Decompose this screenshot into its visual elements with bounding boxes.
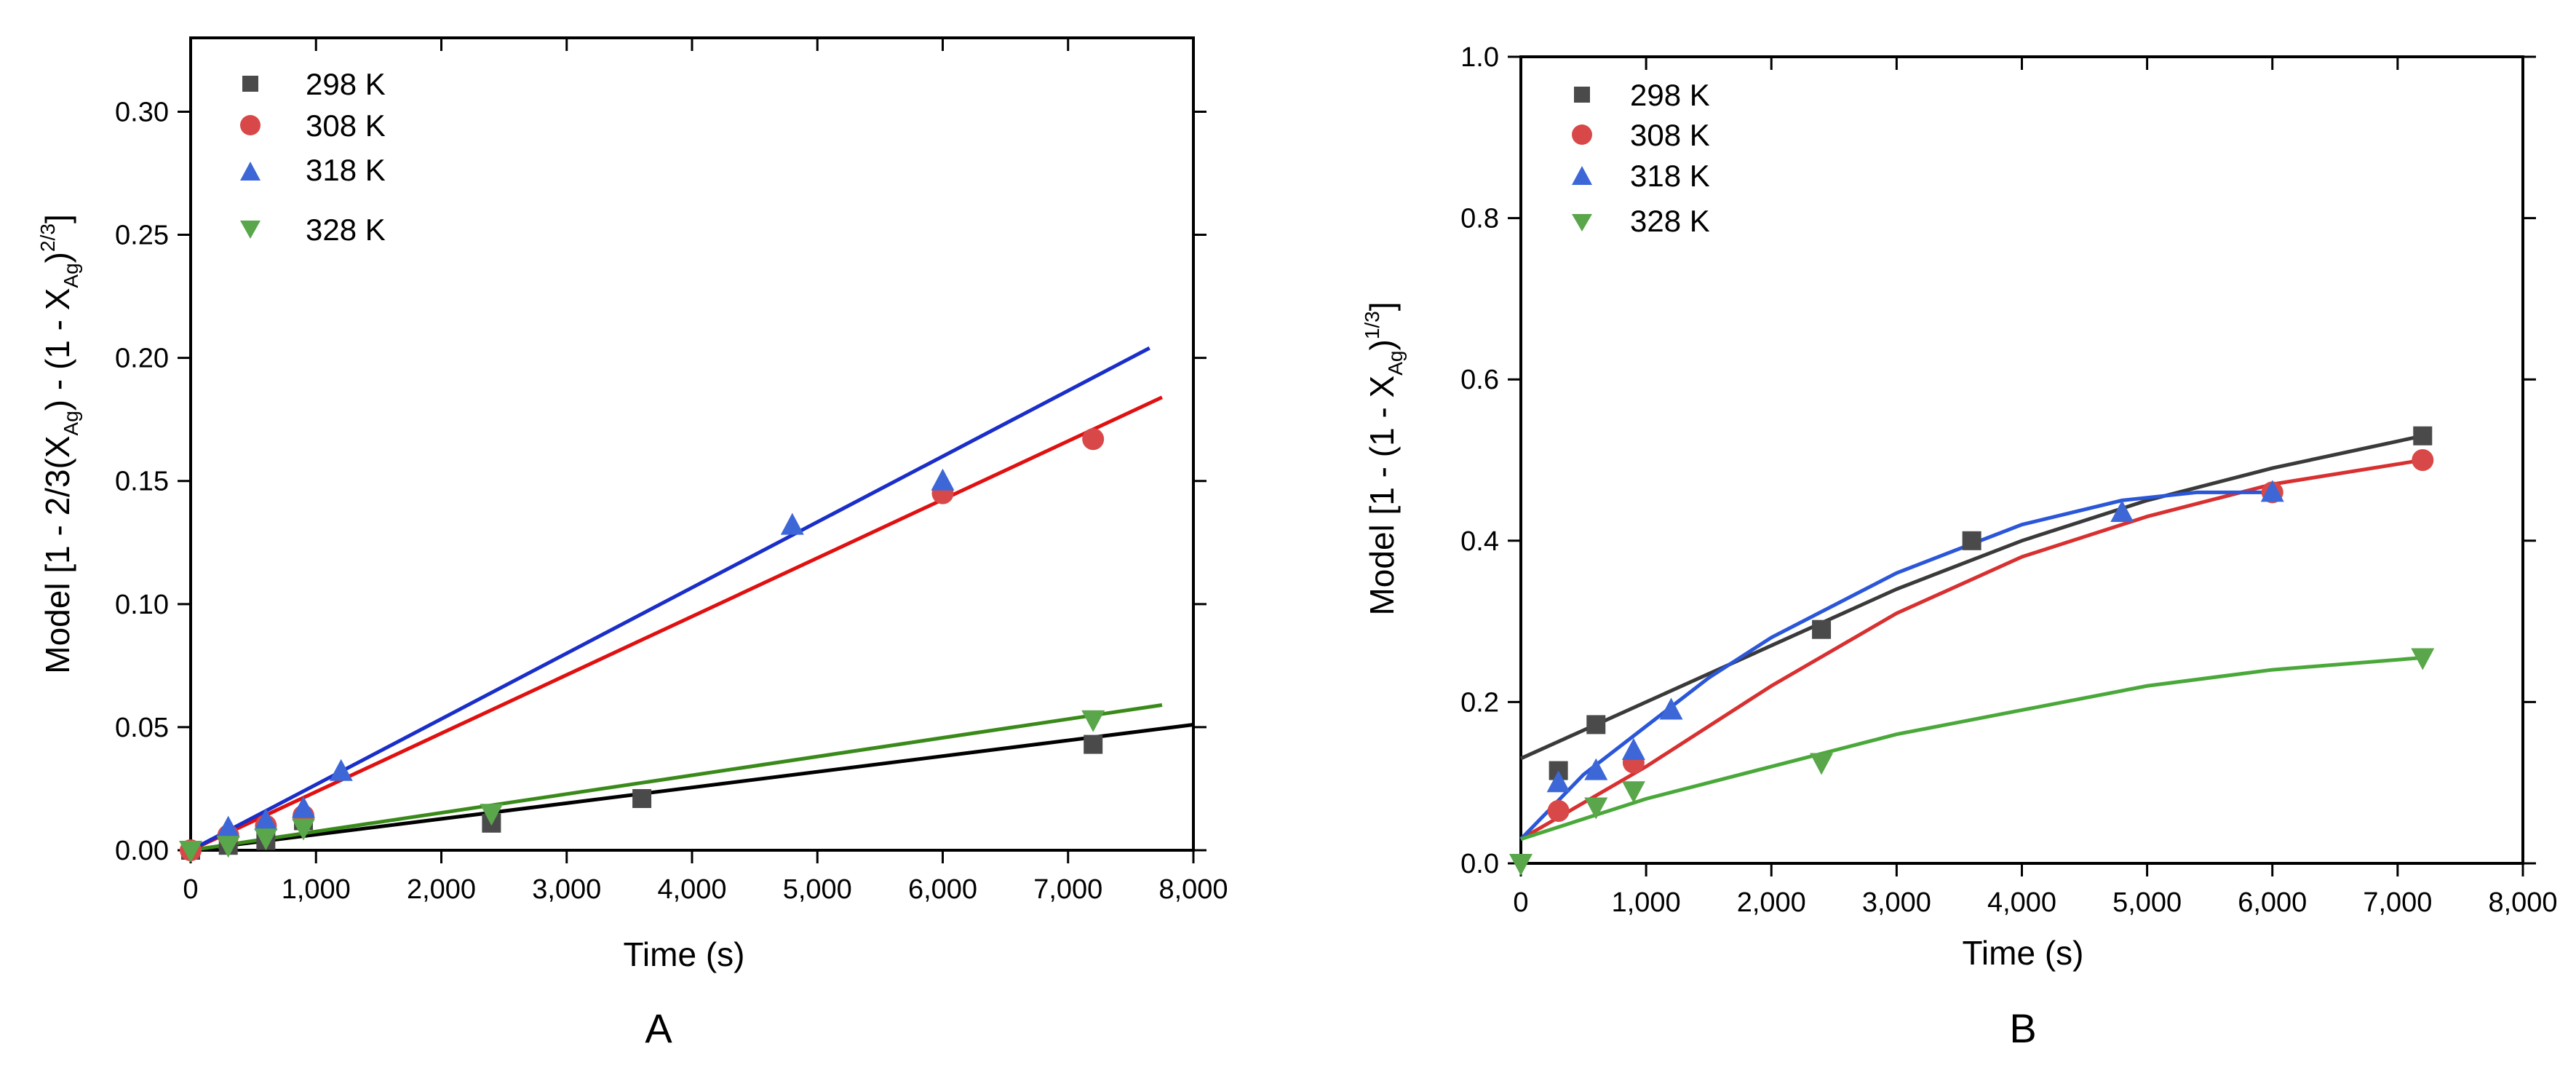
x-tick-label: 5,000 [2112, 887, 2182, 918]
x-tick-label: 0 [1513, 887, 1528, 918]
x-tick-label: 8,000 [1158, 874, 1228, 905]
x-tick-label: 4,000 [657, 874, 726, 905]
data-point-318k [329, 759, 353, 781]
x-tick-label: 2,000 [1737, 887, 1806, 918]
legend-marker-298k [242, 76, 258, 92]
fit-line-328k [190, 703, 1163, 852]
data-point-328k [2411, 648, 2435, 670]
fit-line-318k [189, 346, 1150, 852]
data-point-318k [1546, 770, 1570, 793]
y-tick-label: 0.6 [1460, 365, 1499, 395]
legend-label-308k: 308 K [1630, 118, 1710, 152]
legend-label-298k: 298 K [1630, 78, 1710, 112]
data-point-308k [1082, 428, 1105, 451]
data-point-328k [1621, 781, 1645, 804]
x-tick-label: 5,000 [783, 874, 852, 905]
legend-marker-318k [240, 162, 261, 181]
y-tick-label: 0.25 [115, 221, 169, 251]
data-point-328k [216, 836, 240, 858]
legend-marker-318k [1572, 166, 1592, 185]
legend-label-318k: 318 K [306, 153, 386, 187]
data-point-318k [1621, 737, 1645, 760]
y-tick-label: 0.0 [1460, 849, 1499, 879]
x-tick-label: 4,000 [1987, 887, 2056, 918]
legend-label-318k: 318 K [1630, 159, 1710, 193]
fit-line-308k [189, 395, 1163, 852]
y-tick-label: 0.00 [115, 836, 169, 866]
data-point-328k [254, 828, 278, 851]
chart-panel-a: 0 1,000 2,000 3,000 4,000 5,000 6,000 7,000 8,00… [36, 36, 1228, 1051]
data-point-318k [780, 512, 804, 535]
x-tick-label: 8,000 [2488, 887, 2557, 918]
x-tick-label: 6,000 [908, 874, 977, 905]
y-tick-label: 0.20 [115, 344, 169, 374]
data-point-328k [1081, 710, 1105, 732]
data-point-318k [216, 815, 240, 838]
data-point-318k [1659, 697, 1683, 720]
data-point-318k [2110, 500, 2134, 523]
x-tick-label: 3,000 [532, 874, 601, 905]
x-tick-label: 2,000 [407, 874, 476, 905]
legend-label-298k: 298 K [306, 67, 386, 101]
data-point-298k [1586, 715, 1606, 735]
x-tick-label: 7,000 [2363, 887, 2432, 918]
data-point-328k [1810, 753, 1834, 775]
fit-line-298k [190, 723, 1194, 852]
data-point-298k [1812, 619, 1832, 639]
data-point-318k [931, 468, 955, 491]
data-point-308k [2412, 449, 2434, 471]
x-axis-title: Time (s) [1963, 934, 2084, 972]
data-point-328k [1584, 797, 1608, 820]
fit-line-328k [1520, 655, 2423, 842]
data-point-308k [1547, 799, 1570, 822]
data-point-318k [2260, 480, 2284, 502]
x-tick-label: 1,000 [1612, 887, 1681, 918]
y-axis-title: Model [1 - 2/3(XAg) - (1 - XAg)2/3] [36, 214, 82, 673]
x-tick-label: 7,000 [1033, 874, 1102, 905]
data-point-328k [292, 818, 316, 841]
x-tick-label: 6,000 [2238, 887, 2307, 918]
fit-line-298k [1519, 434, 2423, 761]
y-tick-label: 0.30 [115, 97, 169, 127]
panel-label-a: A [645, 1005, 672, 1051]
data-point-298k [1084, 735, 1103, 754]
fit-line-318k [1519, 490, 2273, 841]
y-tick-label: 0.2 [1460, 687, 1499, 718]
data-point-328k [179, 841, 202, 863]
y-tick-label: 0.4 [1460, 526, 1499, 557]
x-axis-title: Time (s) [624, 935, 745, 973]
y-tick-label: 1.0 [1460, 42, 1499, 73]
data-point-298k [1962, 531, 1981, 550]
legend-label-308k: 308 K [306, 108, 386, 143]
data-point-328k [480, 804, 504, 826]
legend-marker-328k [1572, 214, 1592, 231]
legend-marker-308k [1572, 124, 1592, 145]
legend-marker-308k [240, 115, 261, 135]
data-point-318k [1584, 758, 1608, 780]
legend-label-328k: 328 K [306, 213, 386, 247]
y-tick-label: 0.8 [1460, 204, 1499, 234]
data-point-318k [292, 796, 316, 818]
legend-marker-298k [1574, 87, 1590, 103]
y-axis-title: Model [1 - (1 - XAg)1/3] [1361, 301, 1407, 615]
x-tick-label: 1,000 [282, 874, 351, 905]
legend: 298 K 308 K 318 K 328 K [1572, 78, 1710, 238]
data-point-318k [254, 808, 278, 831]
y-tick-label: 0.10 [115, 590, 169, 620]
legend-label-328k: 328 K [1630, 204, 1710, 238]
chart-panel-b: 0 1,000 2,000 3,000 4,000 5,000 6,000 7,000 8,00… [1361, 42, 2558, 1051]
y-tick-label: 0.05 [115, 713, 169, 743]
legend-marker-328k [240, 221, 261, 239]
x-tick-label: 0 [183, 874, 198, 905]
legend: 298 K 308 K 318 K 328 K [240, 67, 386, 247]
data-point-298k [632, 788, 652, 808]
data-point-328k [1509, 854, 1533, 876]
fit-line-308k [1519, 458, 2423, 841]
x-tick-label: 3,000 [1862, 887, 1931, 918]
y-tick-label: 0.15 [115, 467, 169, 497]
data-point-298k [2413, 426, 2433, 446]
panel-label-b: B [2009, 1005, 2036, 1051]
